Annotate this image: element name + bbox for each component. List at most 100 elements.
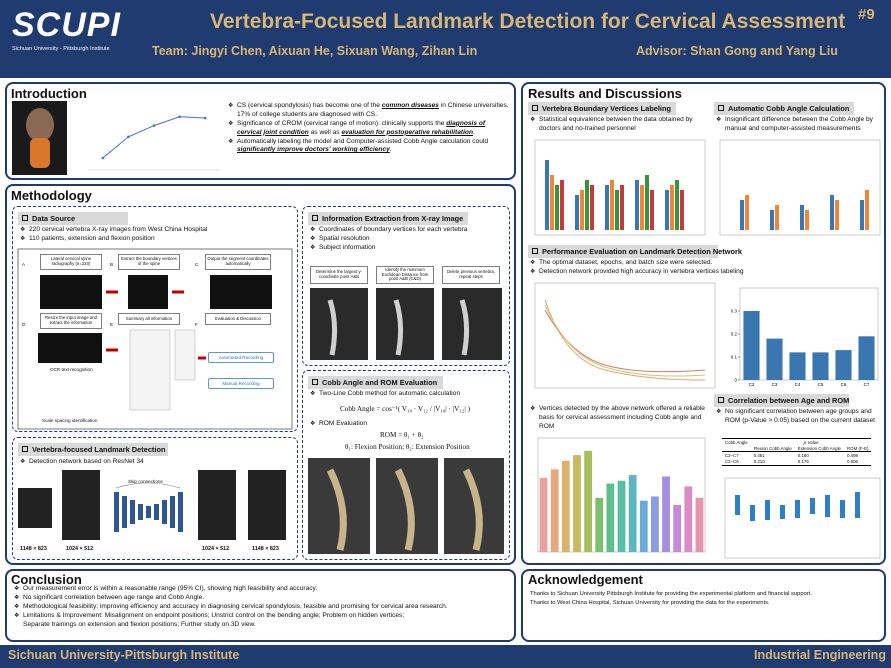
- line-series: [102, 116, 206, 159]
- automated-box: Automated Recording: [208, 352, 274, 363]
- panel-label: F: [195, 322, 198, 327]
- acknowledgement-box: [521, 569, 886, 642]
- xray-output: [210, 275, 272, 309]
- loss-figure: [534, 282, 716, 389]
- bullets: Coordinates of boundary vertices for eac…: [310, 226, 505, 253]
- skip-arc: [115, 482, 181, 489]
- bullets: The optimal dataset, epochs, and batch s…: [530, 259, 870, 277]
- table-header: Cobb Angle: [722, 438, 751, 446]
- bullets: No significant correlation between age g…: [716, 408, 882, 426]
- bullet: No significant correlation between age g…: [716, 408, 882, 426]
- logo: SCUPI: [12, 6, 121, 44]
- bullet: CS (cervical spondylosis) has become one…: [228, 102, 510, 120]
- section-heading: Methodology: [11, 188, 92, 203]
- rom-legend: θ₁: Flexion Position; θ₂: Extension Posi…: [345, 443, 470, 451]
- neck-highlight: [30, 138, 50, 168]
- cobb-spines: [326, 468, 483, 551]
- panel-label: B: [110, 262, 114, 267]
- rom-formula: ROM = θ₁ + θ₂: [380, 431, 424, 439]
- bar: [561, 460, 570, 552]
- team: Team: Jingyi Chen, Aixuan He, Sixuan Wan…: [152, 44, 478, 58]
- text-span: Automatically labeling the model and Com…: [237, 137, 489, 145]
- labeling-figure: [534, 139, 706, 236]
- xray-stack: [40, 275, 102, 309]
- subheading: Automatic Cobb Angle Calculation: [714, 102, 854, 115]
- bar: [684, 486, 693, 552]
- bullet: ROM Evaluation: [310, 420, 505, 429]
- acknowledgement-text: Thanks to Sichuan University Pittsburgh …: [530, 590, 880, 607]
- subheading: Performance Evaluation on Landmark Detec…: [528, 245, 742, 258]
- y-tick-label: 0: [734, 378, 737, 383]
- cobb-xray-3: [444, 458, 504, 554]
- bar: [789, 352, 806, 380]
- results-box: [521, 82, 886, 565]
- emphasis: diagnosis of cervical joint condition: [237, 119, 486, 136]
- section-heading: Acknowledgement: [528, 572, 643, 587]
- bar: [595, 497, 604, 552]
- emphasis: evaluation for postoperative rehabilitat…: [341, 128, 473, 136]
- ocr-image: [38, 333, 102, 363]
- x-tick-label: C4: [795, 382, 801, 387]
- footer-right: Industrial Engineering: [754, 648, 886, 662]
- section-heading: Results and Discussions: [528, 86, 682, 101]
- ack-line: Thanks to Sichuan University Pittsburgh …: [530, 591, 812, 597]
- panel-label: A: [22, 262, 26, 267]
- section-heading: Introduction: [11, 86, 87, 101]
- bullets: 220 cervical vertebra X-ray images from …: [20, 226, 290, 244]
- bullet: Statistical equivalence between the data…: [530, 116, 710, 134]
- panel-label: C: [195, 262, 199, 267]
- bullet: Subject information: [310, 244, 505, 253]
- bullets: Statistical equivalence between the data…: [530, 116, 710, 134]
- extraction-xray-2: [376, 288, 434, 360]
- conclusion-box: [5, 569, 516, 642]
- output-xray: [198, 470, 236, 540]
- x-tick-label: C2: [749, 382, 755, 387]
- bullet: Methodological feasibility: improving ef…: [14, 603, 509, 612]
- cobb-panel: [302, 370, 510, 560]
- bar: [743, 311, 760, 380]
- bar: [606, 483, 615, 552]
- footer-left: Sichuan University-Pittsburgh Institute: [8, 648, 240, 662]
- point: [152, 124, 156, 127]
- table-cell: 0.461: [753, 452, 765, 458]
- subheading: Vertebra-focused Landmark Detection: [18, 443, 168, 456]
- logo-subtitle: Sichuan University - Pittsburgh Institut…: [12, 46, 110, 52]
- point: [101, 156, 105, 160]
- bar: [550, 469, 559, 552]
- emphasis: common diseases: [381, 102, 439, 109]
- panel-label: D: [22, 322, 26, 327]
- bar: [835, 350, 852, 380]
- correlation-table: Cobb Angle p-Value Flexion Cobb Angle Exte…: [722, 438, 872, 466]
- flow-step: Resize the input image and extract the i…: [40, 313, 102, 329]
- bar: [651, 496, 659, 552]
- manual-box: Manual Recording: [208, 378, 274, 389]
- bullet: The optimal dataset, epochs, and batch s…: [530, 259, 870, 268]
- data-source-panel: [12, 206, 298, 432]
- bar: [573, 455, 581, 552]
- x-tick-label: C7: [864, 382, 870, 387]
- flow-step: Extract the boundary vertices of the spi…: [118, 254, 180, 270]
- table-cell: C2–C6: [722, 458, 751, 466]
- poster-number: #9: [858, 6, 875, 23]
- bar: [617, 480, 626, 552]
- header: [0, 0, 891, 78]
- table-cell: C2–C7: [725, 452, 739, 458]
- final-xray: [248, 470, 286, 540]
- bullet: Spatial resolution: [310, 235, 505, 244]
- bar: [858, 336, 875, 380]
- table-column: ROM (F-E): [844, 445, 872, 453]
- text-span: .: [389, 146, 392, 154]
- extraction-xray-1: [310, 288, 368, 360]
- bar: [539, 477, 548, 552]
- poster-title: Vertebra-Focused Landmark Detection for …: [210, 10, 846, 33]
- bullet-list: Our measurement error is within a reason…: [14, 585, 509, 621]
- text-span: in Chinese universities. 17% of college …: [237, 102, 509, 118]
- input-xray: [18, 488, 52, 528]
- bullet: 220 cervical vertebra X-ray images from …: [20, 226, 290, 235]
- bullets: Insignificant difference between the Cob…: [716, 116, 882, 134]
- bar: [673, 504, 682, 552]
- ack-line: Thanks to West China Hospital, Sichuan U…: [530, 599, 770, 606]
- x-tick-label: C3: [772, 382, 778, 387]
- bullets: Two-Line Cobb method for automatic calcu…: [310, 390, 505, 399]
